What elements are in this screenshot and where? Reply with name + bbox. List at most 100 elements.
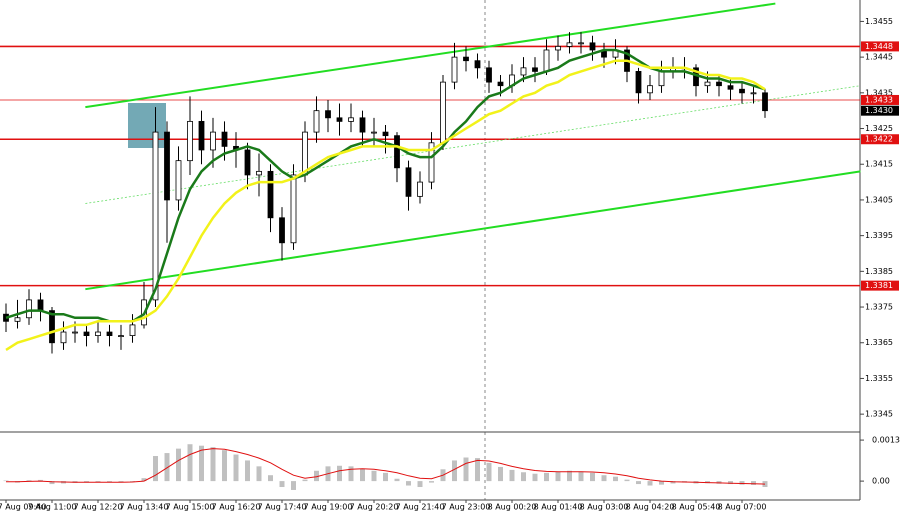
candle-body (532, 67, 538, 72)
macd-bar (107, 481, 112, 483)
candle-body (727, 85, 734, 90)
macd-bar (164, 453, 170, 482)
x-tick-label: 7 Aug 09:40 (0, 503, 46, 512)
x-tick-label: 8 Aug 04:20 (626, 503, 675, 512)
candle-body (578, 42, 584, 45)
x-tick-label: 8 Aug 01:40 (534, 503, 583, 512)
macd-bar (210, 447, 216, 482)
candle-body (83, 331, 90, 337)
candle-body (187, 120, 193, 162)
trendline (85, 2, 776, 109)
y-tick-label: 1.3345 (865, 410, 893, 419)
macd-bar (555, 471, 561, 482)
candle-body (244, 149, 251, 176)
x-tick-label: 7 Aug 19:00 (304, 503, 353, 512)
macd-bar (3, 480, 9, 482)
macd-bar (659, 481, 664, 485)
candle-body (210, 131, 216, 151)
macd-bar (268, 475, 273, 482)
y-tick-label: 1.3365 (865, 338, 893, 347)
trendline (85, 170, 861, 291)
candle-body (658, 71, 665, 87)
candle-body (313, 110, 320, 133)
candle-body (14, 317, 21, 322)
candle-body (26, 299, 32, 319)
macd-bar (291, 481, 296, 490)
y-tick-label: 1.3395 (865, 231, 893, 240)
macd-bar (256, 466, 262, 482)
macd-bar (38, 479, 43, 482)
x-tick-label: 7 Aug 11:00 (28, 503, 77, 512)
candle-body (348, 117, 354, 122)
macd-bar (406, 481, 411, 486)
macd-bar (199, 445, 204, 482)
candle-body (290, 174, 297, 244)
candle-body (716, 81, 722, 87)
y-tick-label: 1.3445 (865, 53, 893, 62)
candle-body (750, 92, 757, 95)
macd-bar (49, 481, 55, 485)
x-tick-label: 8 Aug 03:00 (580, 503, 629, 512)
macd-bar (728, 481, 733, 485)
candle-body (49, 310, 55, 344)
macd-bar (187, 444, 193, 482)
x-tick-label: 8 Aug 00:20 (488, 503, 537, 512)
candle-body (555, 46, 561, 51)
macd-signal (6, 448, 766, 485)
candle-body (279, 217, 285, 244)
macd-bar (279, 481, 285, 488)
candle-body (566, 42, 573, 47)
level-label: 1.3422 (865, 135, 893, 144)
y-tick-label: 1.3425 (865, 124, 893, 133)
candle-body (382, 131, 389, 137)
level-tag (861, 134, 899, 145)
macd-bar (26, 480, 32, 482)
candle-body (394, 135, 400, 169)
x-tick-label: 7 Aug 16:20 (212, 503, 261, 512)
macd-bar (509, 469, 515, 482)
candle-body (405, 167, 412, 197)
candle-body (647, 85, 653, 94)
current-price-tag (861, 105, 899, 116)
current-price-label: 1.3430 (865, 106, 893, 115)
candle-body (256, 170, 262, 176)
candle-body (543, 49, 550, 72)
candle-body (589, 42, 596, 51)
moving-average (5, 59, 766, 351)
macd-bar (383, 472, 388, 482)
macd-bar (141, 478, 147, 482)
macd-tick-label: 0.00139 (872, 436, 900, 445)
candle-body (164, 131, 170, 201)
macd-bar (739, 481, 745, 485)
macd-bar (417, 481, 423, 488)
candle-body (267, 170, 274, 219)
level-label: 1.3381 (865, 281, 893, 290)
x-tick-label: 7 Aug 20:20 (350, 503, 399, 512)
candle-body (106, 331, 113, 337)
candle-body (635, 71, 642, 94)
macd-bar (371, 470, 377, 482)
x-tick-label: 7 Aug 23:00 (442, 503, 491, 512)
candle-body (336, 117, 343, 122)
candle-body (440, 81, 446, 144)
macd-bar (486, 462, 492, 482)
level-tag (861, 94, 899, 105)
macd-bar (647, 481, 653, 486)
x-tick-label: 8 Aug 05:40 (672, 503, 721, 512)
x-tick-label: 7 Aug 13:40 (120, 503, 169, 512)
candle-body (325, 110, 331, 119)
level-label: 1.3448 (865, 42, 893, 51)
candle-body (463, 56, 469, 62)
macd-bar (153, 456, 158, 482)
y-tick-label: 1.3405 (865, 195, 893, 204)
candle-body (175, 160, 182, 201)
candle-body (474, 60, 481, 69)
x-tick-label: 7 Aug 12:20 (74, 503, 123, 512)
y-tick-label: 1.3375 (865, 303, 893, 312)
candle-body (428, 142, 435, 183)
macd-bar (95, 481, 101, 483)
y-tick-label: 1.3385 (865, 267, 893, 276)
macd-bar (348, 466, 354, 482)
candle-body (520, 67, 527, 76)
